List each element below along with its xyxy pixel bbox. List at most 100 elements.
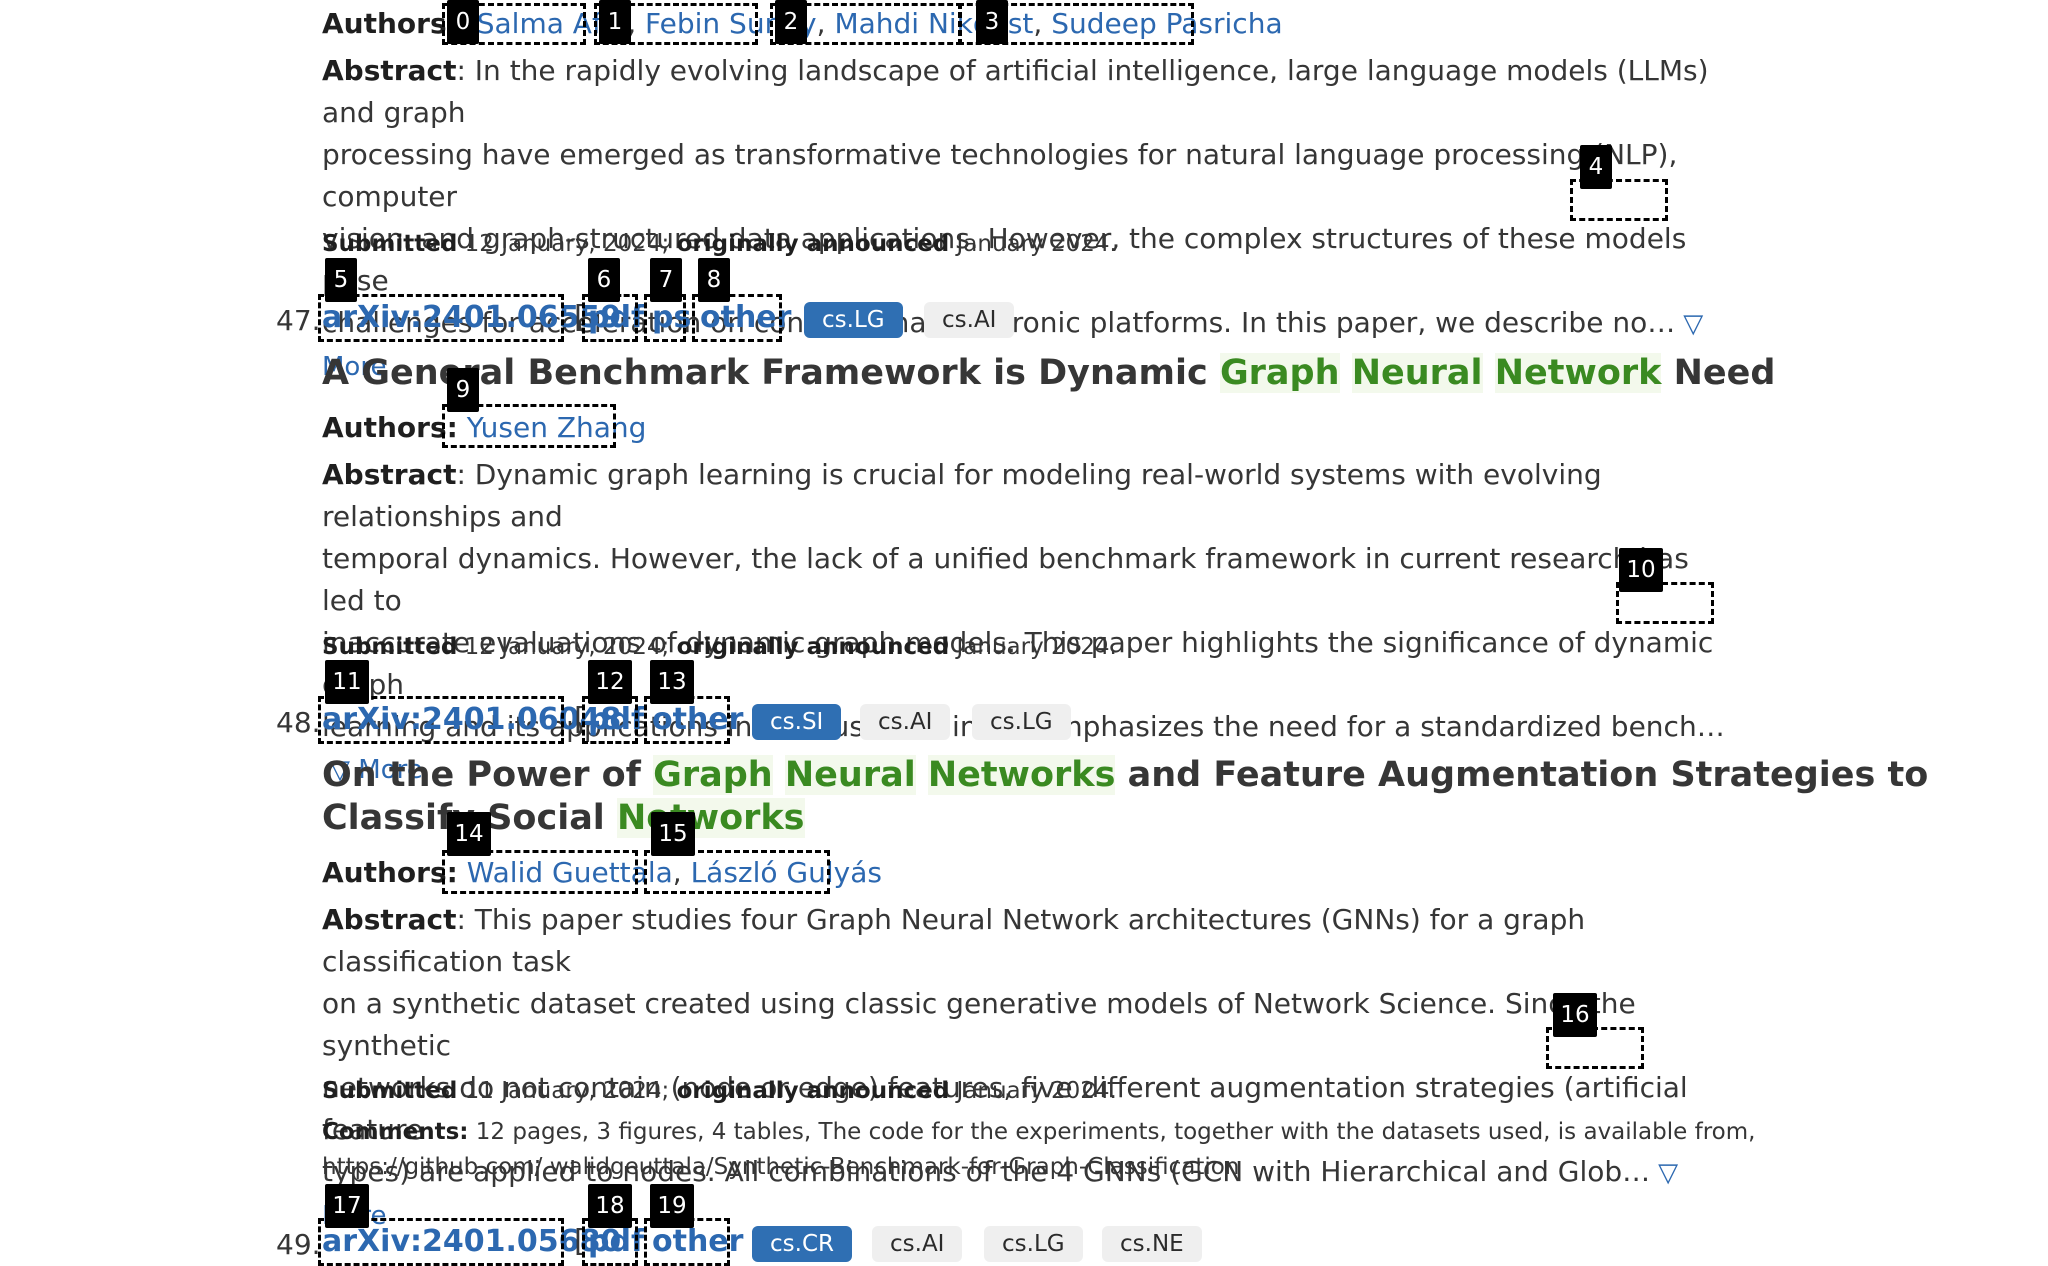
title-text: Need bbox=[1661, 353, 1776, 393]
authors-row: Authors: Yusen Zhang bbox=[322, 408, 646, 448]
arxiv-id-link[interactable]: arXiv:2401.06559 bbox=[322, 300, 622, 335]
author-link[interactable]: Walid Guettala bbox=[466, 856, 673, 889]
category-tag: cs.LG bbox=[984, 1226, 1083, 1262]
mark-badge: 12 bbox=[588, 660, 632, 704]
abstract-text: types) are applied to nodes. All combina… bbox=[322, 1155, 1651, 1188]
submitted-date: 12 January, 2024; bbox=[464, 231, 670, 257]
bracket-open: [ bbox=[574, 1224, 586, 1259]
mark-badge: 15 bbox=[651, 812, 695, 856]
mark-badge: 16 bbox=[1553, 993, 1597, 1037]
title-highlight: Networks bbox=[927, 755, 1116, 795]
comments-text: https://github.com/ walidgeuttala/Synthe… bbox=[322, 1154, 1240, 1180]
abstract-label: Abstract bbox=[322, 903, 457, 936]
abstract: Abstract: This paper studies four Graph … bbox=[322, 899, 1732, 1237]
title-highlight: Neural bbox=[784, 755, 916, 795]
submitted-label: Submitted bbox=[322, 1078, 458, 1104]
category-tag: cs.AI bbox=[924, 302, 1015, 338]
abstract-label: Abstract bbox=[322, 458, 457, 491]
abstract-text: temporal dynamics. However, the lack of … bbox=[322, 542, 1689, 617]
category-tag: cs.NE bbox=[1102, 1226, 1202, 1262]
more-link[interactable]: ▽ More bbox=[322, 309, 1704, 382]
mark-badge: 0 bbox=[447, 0, 479, 44]
mark-badge: 1 bbox=[599, 0, 631, 44]
title-highlight: Neural bbox=[1351, 353, 1483, 393]
author-link[interactable]: László Gulyás bbox=[690, 856, 882, 889]
mark-box bbox=[318, 294, 564, 342]
paper-title: On the Power of Graph Neural Networks an… bbox=[322, 754, 1928, 840]
mark-box bbox=[442, 404, 616, 448]
authors-label: Authors: bbox=[322, 856, 458, 889]
arxiv-id-link[interactable]: arXiv:2401.05680 bbox=[322, 1224, 622, 1259]
comments-text: 12 pages, 3 figures, 4 tables, The code … bbox=[475, 1119, 1756, 1145]
announced-label: originally announced bbox=[676, 231, 950, 257]
mark-badge: 18 bbox=[588, 1184, 632, 1228]
mark-box bbox=[594, 3, 758, 45]
announced-date: January 2024. bbox=[956, 634, 1117, 660]
mark-badge: 17 bbox=[325, 1184, 369, 1228]
list-number: 49. bbox=[276, 1228, 321, 1261]
author-link[interactable]: Yusen Zhang bbox=[466, 411, 647, 444]
author-link[interactable]: Sudeep Pasricha bbox=[1051, 7, 1283, 40]
category-tag: cs.AI bbox=[872, 1226, 963, 1262]
bracket-open: [ bbox=[574, 702, 586, 737]
mark-box bbox=[442, 3, 586, 45]
comments-label: Comments: bbox=[322, 1119, 469, 1145]
pdf-link[interactable]: pdf bbox=[588, 300, 645, 335]
announced-date: January 2024. bbox=[956, 1078, 1117, 1104]
title-text bbox=[773, 755, 785, 795]
abstract-text: : Dynamic graph learning is crucial for … bbox=[322, 458, 1602, 533]
abstract-text: : This paper studies four Graph Neural N… bbox=[322, 903, 1586, 978]
mark-box bbox=[1570, 179, 1668, 221]
mark-box bbox=[644, 850, 830, 894]
mark-box bbox=[442, 850, 638, 894]
submitted-date: 11 January, 2024; bbox=[464, 1078, 670, 1104]
mark-badge: 2 bbox=[775, 0, 807, 44]
submitted-line: Submitted 12 January, 2024; originally a… bbox=[322, 631, 1117, 663]
abstract-label: Abstract bbox=[322, 54, 457, 87]
title-text bbox=[916, 755, 928, 795]
submitted-label: Submitted bbox=[322, 231, 458, 257]
announced-label: originally announced bbox=[676, 634, 950, 660]
more-link[interactable]: ▽ More bbox=[330, 755, 423, 785]
mark-badge: 13 bbox=[650, 660, 694, 704]
mark-badge: 9 bbox=[447, 368, 479, 412]
list-number: 48. bbox=[276, 706, 321, 739]
paper-title: A General Benchmark Framework is Dynamic… bbox=[322, 352, 1775, 395]
title-highlight: Graph bbox=[1219, 353, 1340, 393]
submitted-date: 12 January, 2024; bbox=[464, 634, 670, 660]
mark-badge: 5 bbox=[325, 258, 357, 302]
mark-box bbox=[692, 294, 782, 342]
mark-box bbox=[1616, 582, 1714, 624]
title-text bbox=[1340, 353, 1352, 393]
submitted-line: Submitted 12 January, 2024; originally a… bbox=[322, 228, 1117, 260]
list-number: 47. bbox=[276, 304, 321, 337]
title-highlight: Network bbox=[1494, 353, 1662, 393]
abstract-text: processing have emerged as transformativ… bbox=[322, 138, 1678, 213]
abstract-text: : In the rapidly evolving landscape of a… bbox=[322, 54, 1709, 129]
comments: Comments: 12 pages, 3 figures, 4 tables,… bbox=[322, 1115, 1755, 1185]
mark-badge: 4 bbox=[1580, 145, 1612, 189]
authors-row: Authors: Walid Guettala, László Gulyás bbox=[322, 856, 882, 889]
arxiv-id-link[interactable]: arXiv:2401.06048 bbox=[322, 702, 622, 737]
submitted-label: Submitted bbox=[322, 634, 458, 660]
title-text: On the Power of bbox=[322, 755, 654, 795]
mark-box bbox=[958, 3, 1194, 45]
mark-badge: 8 bbox=[698, 258, 730, 302]
category-tag-primary: cs.SI bbox=[752, 704, 842, 740]
pdf-link[interactable]: pdf bbox=[588, 702, 645, 737]
pdf-link[interactable]: pdf bbox=[588, 1224, 645, 1259]
title-text bbox=[1483, 353, 1495, 393]
mark-badge: 6 bbox=[588, 258, 620, 302]
mark-badge: 14 bbox=[447, 812, 491, 856]
abstract-text: vision, and graph-structured data applic… bbox=[322, 222, 1687, 297]
mark-badge: 10 bbox=[1619, 548, 1663, 592]
category-tag-primary: cs.LG bbox=[804, 302, 903, 338]
bracket-open: [ bbox=[574, 300, 586, 335]
mark-badge: 19 bbox=[650, 1184, 694, 1228]
title-highlight: Networks bbox=[617, 798, 805, 838]
category-tag: cs.LG bbox=[972, 704, 1071, 740]
title-highlight: Graph bbox=[653, 755, 773, 795]
mark-box bbox=[318, 696, 564, 744]
other-link[interactable]: other bbox=[700, 300, 792, 335]
mark-badge: 3 bbox=[976, 0, 1008, 44]
